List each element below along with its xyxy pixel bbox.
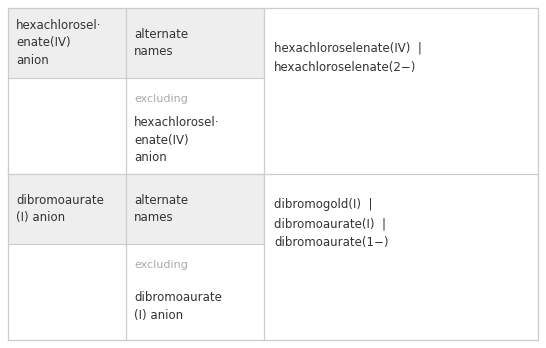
Bar <box>8 78 126 174</box>
Bar <box>8 244 126 340</box>
Text: dibromoaurate
(I) anion: dibromoaurate (I) anion <box>134 291 222 322</box>
Text: alternate
names: alternate names <box>134 27 188 58</box>
Text: dibromogold(I)  |
dibromoaurate(I)  |
dibromoaurate(1−): dibromogold(I) | dibromoaurate(I) | dibr… <box>274 198 389 249</box>
Text: hexachlorosel·
enate(IV)
anion: hexachlorosel· enate(IV) anion <box>16 19 102 67</box>
Text: excluding: excluding <box>134 94 188 104</box>
Text: alternate
names: alternate names <box>134 193 188 224</box>
Bar <box>264 174 538 340</box>
Text: excluding: excluding <box>134 260 188 270</box>
Text: dibromoaurate
(I) anion: dibromoaurate (I) anion <box>16 193 104 224</box>
Bar <box>126 244 264 340</box>
Bar <box>126 78 264 174</box>
Text: hexachlorosel·
enate(IV)
anion: hexachlorosel· enate(IV) anion <box>134 116 219 164</box>
Bar <box>8 8 264 78</box>
Bar <box>8 174 264 244</box>
Bar <box>264 8 538 174</box>
Text: hexachloroselenate(IV)  |
hexachloroselenate(2−): hexachloroselenate(IV) | hexachloroselen… <box>274 42 422 74</box>
